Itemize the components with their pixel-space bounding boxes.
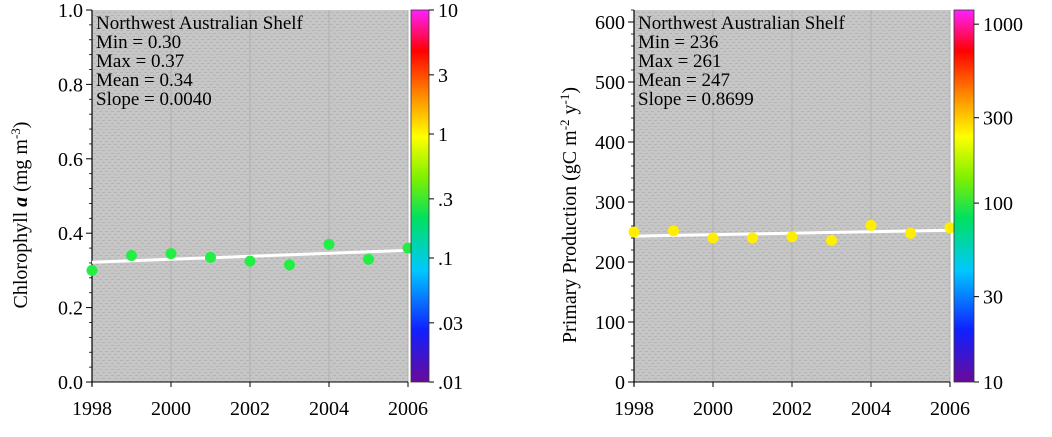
data-point [707,232,719,244]
y-tick-label: 0.4 [58,223,83,245]
data-point [244,255,256,267]
x-tick-label: 2006 [388,398,428,420]
chlorophyll-panel: 0.0 0.2 0.4 0.6 0.8 1.0 1998 2000 2002 2004 2006 No… [58,0,463,420]
data-point [747,232,758,244]
data-point [905,227,916,239]
y-tick-label: 500 [595,72,625,94]
x-tick-label: 2006 [930,398,970,420]
data-point [786,231,798,243]
y-tick-label: 0.0 [58,372,83,394]
left-ylabel: Chlorophyll a (mg m-3) [8,122,32,309]
data-point [284,259,295,271]
data-point [865,219,877,231]
stat-line: Min = 236 [638,32,718,53]
y-tick-label: 100 [595,312,625,334]
stat-line: Mean = 247 [638,70,730,91]
colorbar-tick-label: 1000 [983,14,1023,36]
y-tick-label: 1.0 [58,0,83,22]
x-tick-label: 2002 [772,398,812,420]
data-point [126,250,137,262]
stat-line: Max = 261 [638,51,722,72]
data-point [826,234,837,246]
y-tick-label: 0 [615,372,625,394]
colorbar-tick-label: 1 [438,124,448,146]
stat-line: Mean = 0.34 [96,70,193,91]
colorbar-tick-label: 3 [438,65,448,87]
region-title: Northwest Australian Shelf [638,13,846,34]
right-ylabel: Primary Production (gC m-2 y-1) [557,87,581,343]
data-point [205,251,216,263]
data-point [668,225,679,237]
colorbar-tick-label: 100 [983,193,1013,215]
x-tick-label: 2000 [693,398,733,420]
data-point [628,226,640,238]
y-tick-label: 400 [595,132,625,154]
y-tick-label: 200 [595,252,625,274]
y-tick-label: 600 [595,12,625,34]
stat-line: Slope = 0.8699 [638,89,754,110]
x-tick-label: 1998 [72,398,112,420]
y-tick-label: 0.8 [58,74,83,96]
data-point [86,264,98,276]
region-title: Northwest Australian Shelf [96,13,304,34]
y-tick-label: 0.2 [58,298,83,320]
colorbar-tick-label: .03 [438,313,463,335]
colorbar-tick-label: 10 [438,0,458,22]
colorbar [410,9,430,383]
stat-line: Min = 0.30 [96,32,181,53]
colorbar-tick-label: 30 [983,287,1003,309]
colorbar [953,9,975,383]
y-tick-label: 0.6 [58,149,83,171]
x-tick-label: 2000 [151,398,191,420]
colorbar-tick-label: 10 [983,372,1003,394]
primary-production-panel: 0 100 200 300 400 500 600 1998 2000 2002 2004 2006 N… [595,9,1023,420]
x-tick-label: 2004 [309,398,349,420]
colorbar-tick-label: 300 [983,108,1013,130]
x-tick-label: 2004 [851,398,891,420]
data-point [944,222,956,234]
data-point [363,253,374,265]
colorbar-tick-label: .1 [438,248,453,270]
data-point [165,248,177,260]
x-tick-label: 1998 [614,398,654,420]
colorbar-tick-label: .3 [438,189,453,211]
stat-line: Max = 0.37 [96,51,184,72]
x-tick-label: 2002 [230,398,270,420]
data-point [323,238,335,250]
colorbar-tick-label: .01 [438,372,463,394]
y-tick-label: 300 [595,192,625,214]
stat-line: Slope = 0.0040 [96,89,212,110]
